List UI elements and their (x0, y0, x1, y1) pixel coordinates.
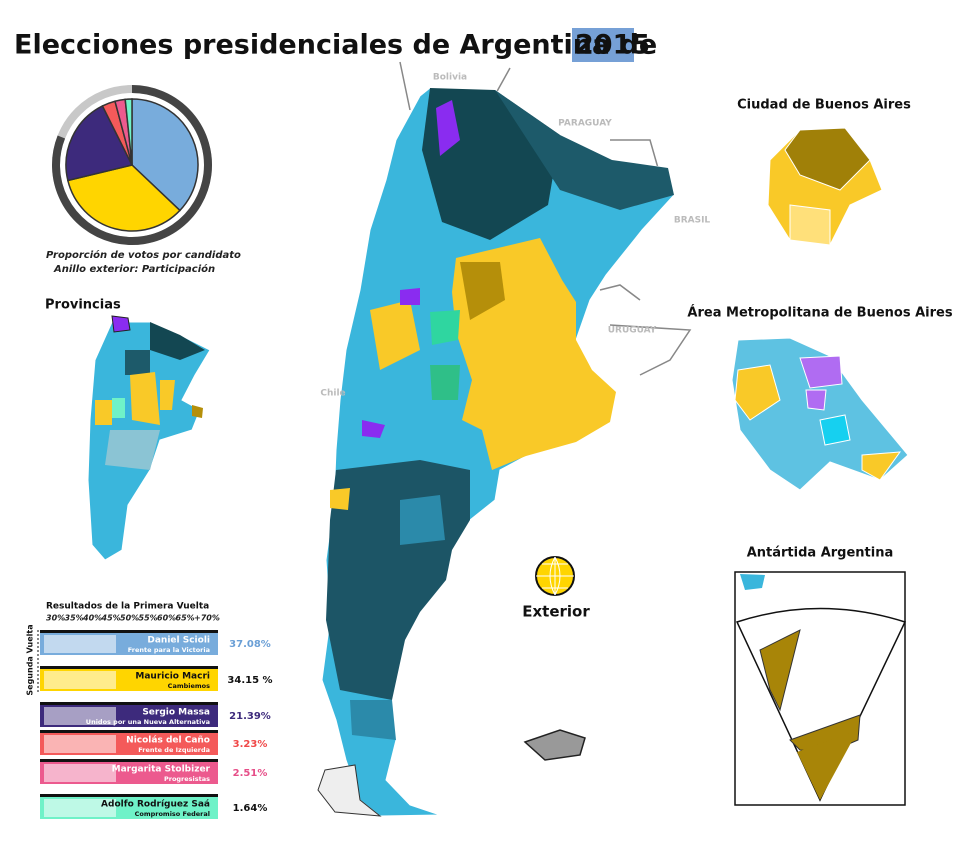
scale-label: 35% (65, 614, 84, 623)
country-label: URUGUAY (608, 326, 657, 336)
party-logo (44, 764, 116, 782)
amba-region (861, 451, 902, 481)
islas-malvinas (523, 729, 586, 761)
antarctic-land (797, 730, 858, 800)
scale-label: 55% (139, 614, 158, 623)
scale-label: 65% (176, 614, 195, 623)
candidate-party: Frente de Izquierda (138, 746, 210, 754)
inset-title: Exterior (522, 603, 590, 621)
scale-label: 30% (46, 614, 65, 623)
scale-label: 40% (82, 614, 102, 623)
tierra-del-fuego-chile (317, 764, 382, 817)
province (192, 405, 203, 418)
country-label: PARAGUAY (558, 119, 612, 129)
caba-region (789, 204, 831, 246)
region (495, 90, 674, 210)
candidate-bar-edge (40, 702, 218, 705)
candidate-percent: 37.08% (229, 639, 271, 650)
pie-slice (124, 98, 133, 166)
amba-region (799, 355, 843, 411)
title: Elecciones presidenciales de Argentina d… (14, 30, 657, 61)
amba-region (819, 414, 851, 446)
party-logo (44, 671, 116, 689)
provinces-map (87, 315, 211, 561)
candidate-percent: 1.64% (233, 803, 268, 814)
province (111, 315, 131, 333)
scale-label: 60% (157, 614, 176, 623)
year-highlight (572, 28, 634, 62)
results-heading: Resultados de la Primera Vuelta (46, 602, 209, 612)
pie-caption: Anillo exterior: Participación (53, 263, 215, 275)
candidate-bar-edge (40, 730, 218, 733)
title-year: 2015 (575, 30, 650, 61)
candidate-bar-edge (40, 630, 218, 633)
results-panel: 30% 35% 40% 45% 50% 55% 60% 65% +70% Daniel Sciol… (26, 614, 273, 819)
pie-slice (66, 164, 181, 232)
region (430, 365, 460, 400)
candidate-party: Cambiemos (168, 682, 210, 690)
candidate-party: Compromiso Federal (135, 810, 210, 818)
inset-title: Ciudad de Buenos Aires (737, 98, 911, 113)
province (105, 430, 160, 470)
country-label: BRASIL (674, 216, 711, 226)
main-map: Bolivia PARAGUAY BRASIL URUGUAY Chile (317, 61, 711, 817)
caba-region (784, 127, 871, 191)
region (460, 262, 505, 320)
border-line (399, 61, 692, 376)
participation-ring (52, 85, 212, 245)
region (350, 495, 445, 740)
region (330, 488, 350, 510)
amba-region (734, 364, 781, 421)
candidate-name: Nicolás del Caño (126, 736, 210, 746)
amba-map (731, 337, 909, 491)
candidate-bar-edge (40, 794, 218, 797)
candidate-name: Adolfo Rodríguez Saá (101, 800, 210, 810)
province (95, 372, 175, 425)
candidate-percent: 21.39% (229, 711, 271, 722)
party-logo (44, 635, 116, 653)
pie-slice (65, 104, 134, 182)
candidate-name: Margarita Stolbizer (112, 765, 211, 775)
candidate-bar-edge (40, 666, 218, 669)
party-logo (44, 799, 116, 817)
candidate-party: Progresistas (164, 775, 210, 783)
candidate-name: Daniel Scioli (147, 636, 210, 646)
region (370, 300, 420, 370)
scale-label: +70% (194, 614, 220, 623)
exterior: Exterior (522, 556, 590, 621)
candidate-bar-edge (40, 759, 218, 762)
antarctic-land (740, 574, 765, 590)
candidate-name: Mauricio Macri (135, 672, 210, 682)
province (112, 398, 125, 418)
candidate-party: Unidos por una Nueva Alternativa (86, 718, 210, 726)
pie-chart (52, 85, 212, 245)
antarctic-sector (735, 607, 907, 802)
pie-caption: Proporción de votos por candidato (46, 249, 241, 261)
candidate-name: Sergio Massa (142, 708, 210, 718)
candidate-percent: 34.15 % (227, 675, 272, 686)
globe-grid (536, 556, 574, 596)
scale-label: 45% (101, 614, 121, 623)
inset-title: Área Metropolitana de Buenos Aires (687, 305, 952, 321)
country-label: Bolivia (433, 73, 467, 83)
party-logo (44, 735, 116, 753)
runoff-label: Segunda Vuelta (26, 624, 35, 695)
candidate-party: Frente para la Victoria (128, 646, 210, 654)
province (150, 322, 205, 360)
candidate-percent: 2.51% (233, 768, 268, 779)
party-logo (44, 707, 116, 725)
scale-label: 50% (120, 614, 139, 623)
candidate-percent: 3.23% (233, 739, 268, 750)
province (125, 350, 150, 375)
country-label: Chile (320, 389, 345, 399)
region (430, 310, 460, 345)
pie-slice (131, 98, 199, 212)
inset-title: Provincias (45, 298, 121, 313)
inset-title: Antártida Argentina (747, 546, 894, 561)
